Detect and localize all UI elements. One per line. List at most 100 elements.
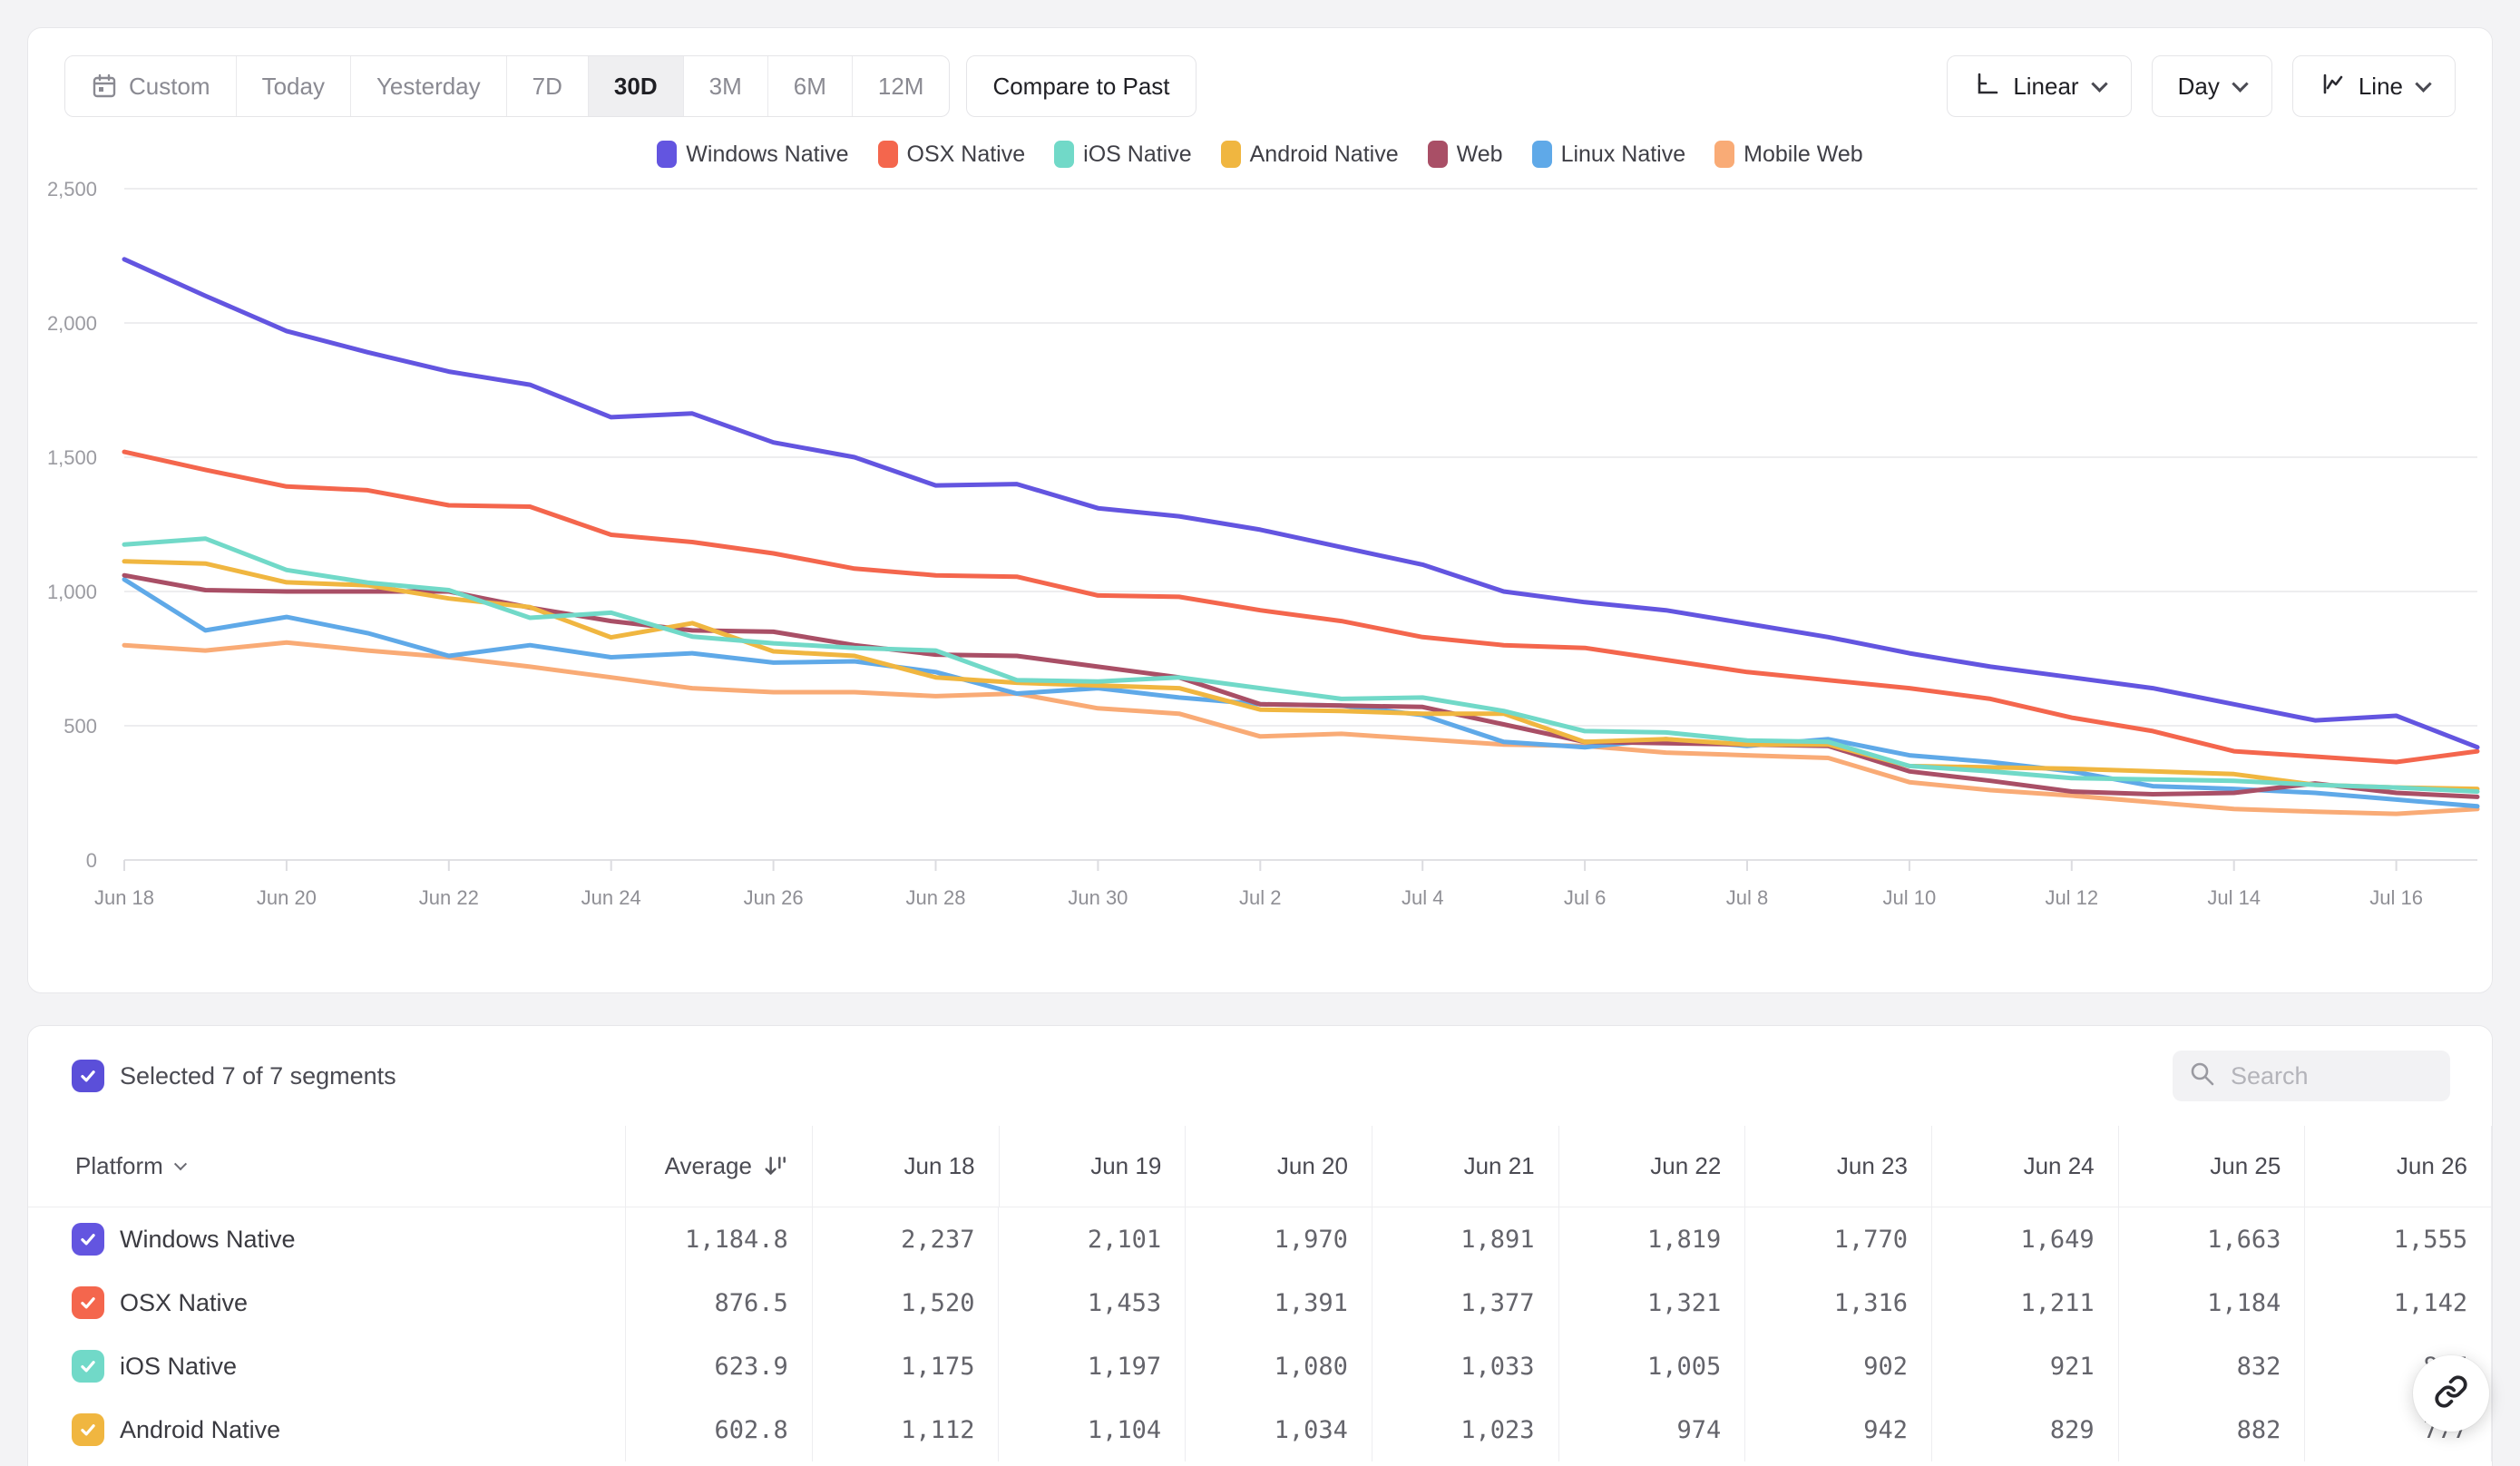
- legend-item-android-native[interactable]: Android Native: [1220, 141, 1399, 168]
- legend-label: OSX Native: [906, 141, 1026, 167]
- line-chart-icon: [2319, 70, 2346, 103]
- column-header-jun-24[interactable]: Jun 24: [1932, 1126, 2119, 1207]
- range-button-today[interactable]: Today: [237, 56, 351, 116]
- legend-item-linux-native[interactable]: Linux Native: [1531, 141, 1686, 168]
- legend-swatch: [1054, 141, 1075, 168]
- legend-label: Windows Native: [686, 141, 849, 167]
- chart-svg: 0 500 1,000 1,500 2,000 2,500 Jun 18 Jun 20 Jun …: [47, 178, 2480, 909]
- x-axis-label: Jul 4: [1402, 886, 1443, 909]
- legend-label: Web: [1456, 141, 1503, 167]
- search-input[interactable]: [2229, 1060, 2434, 1091]
- table-topbar: Selected 7 of 7 segments: [28, 1026, 2492, 1126]
- share-link-button[interactable]: [2413, 1355, 2489, 1432]
- interval-label: Day: [2177, 72, 2220, 100]
- value-cell: 1,175: [813, 1334, 1000, 1398]
- value-cell: 1,970: [1186, 1207, 1372, 1271]
- column-header-jun-18[interactable]: Jun 18: [813, 1126, 1000, 1207]
- platform-cell: Android Native: [28, 1398, 627, 1461]
- x-axis-label: Jul 2: [1239, 886, 1281, 909]
- platform-label: OSX Native: [120, 1288, 249, 1316]
- platform-cell: iOS Native: [28, 1334, 627, 1398]
- legend-swatch: [1531, 141, 1552, 168]
- y-axis-label: 2,000: [47, 312, 97, 335]
- y-axis-label: 2,500: [47, 178, 97, 200]
- column-header-jun-23[interactable]: Jun 23: [1745, 1126, 1932, 1207]
- series-line-windows-native[interactable]: [122, 257, 2480, 750]
- column-header-jun-20[interactable]: Jun 20: [1186, 1126, 1372, 1207]
- value-cell: 942: [1745, 1398, 1932, 1461]
- chevron-down-icon: [2415, 74, 2432, 93]
- value-cell: 829: [1932, 1398, 2119, 1461]
- legend-swatch: [1220, 141, 1241, 168]
- legend-swatch: [1427, 141, 1448, 168]
- column-header-platform[interactable]: Platform: [28, 1126, 627, 1207]
- table-body: Windows Native 1,184.8 2,237 2,101 1,970 1,89…: [28, 1207, 2492, 1461]
- x-axis-label: Jul 6: [1564, 886, 1606, 909]
- column-header-label: Jun 25: [2210, 1152, 2281, 1179]
- range-button-6m[interactable]: 6M: [768, 56, 853, 116]
- platform-label: iOS Native: [120, 1352, 238, 1380]
- average-cell: 876.5: [626, 1271, 813, 1334]
- range-button-3m[interactable]: 3M: [684, 56, 768, 116]
- column-header-jun-22[interactable]: Jun 22: [1559, 1126, 1746, 1207]
- x-axis-label: Jun 30: [1068, 886, 1128, 909]
- legend-item-web[interactable]: Web: [1427, 141, 1503, 168]
- series-line-ios-native[interactable]: [122, 536, 2480, 794]
- column-header-jun-26[interactable]: Jun 26: [2305, 1126, 2492, 1207]
- column-header-label: Jun 24: [2023, 1152, 2095, 1179]
- x-axis-label: Jul 8: [1726, 886, 1768, 909]
- column-header-average[interactable]: Average: [626, 1126, 813, 1207]
- range-button-yesterday[interactable]: Yesterday: [351, 56, 507, 116]
- series-line-android-native[interactable]: [122, 559, 2480, 792]
- range-button-30d[interactable]: 30D: [588, 56, 684, 116]
- search-box: [2173, 1051, 2450, 1101]
- column-header-label: Average: [664, 1152, 752, 1179]
- scale-dropdown[interactable]: Linear: [1947, 55, 2132, 117]
- table-row-windows-native: Windows Native 1,184.8 2,237 2,101 1,970 1,89…: [28, 1207, 2492, 1271]
- check-icon: [81, 1361, 95, 1373]
- range-button-7d[interactable]: 7D: [507, 56, 589, 116]
- table-row-android-native: Android Native 602.8 1,112 1,104 1,034 1,023 9…: [28, 1398, 2492, 1461]
- range-label: Yesterday: [376, 72, 481, 100]
- select-all-checkbox[interactable]: [72, 1060, 104, 1092]
- row-checkbox-android-native[interactable]: [72, 1413, 104, 1446]
- value-cell: 1,184: [2119, 1271, 2306, 1334]
- chart-type-dropdown[interactable]: Line: [2291, 55, 2456, 117]
- range-button-custom[interactable]: Custom: [65, 56, 237, 116]
- selected-summary: Selected 7 of 7 segments: [120, 1061, 396, 1090]
- value-cell: 1,316: [1745, 1271, 1932, 1334]
- legend-label: Linux Native: [1560, 141, 1686, 167]
- interval-dropdown[interactable]: Day: [2151, 55, 2272, 117]
- column-header-jun-25[interactable]: Jun 25: [2119, 1126, 2306, 1207]
- legend-swatch: [877, 141, 898, 168]
- legend-swatch: [1714, 141, 1735, 168]
- legend-swatch: [657, 141, 678, 168]
- series-line-mobile-web[interactable]: [122, 640, 2480, 816]
- y-axis-label: 0: [86, 849, 97, 872]
- legend-item-windows-native[interactable]: Windows Native: [657, 141, 849, 168]
- column-header-label: Jun 23: [1836, 1152, 1908, 1179]
- linear-axis-icon: [1973, 70, 2000, 103]
- scale-label: Linear: [2013, 72, 2079, 100]
- value-cell: 1,649: [1932, 1207, 2119, 1271]
- value-cell: 1,377: [1372, 1271, 1559, 1334]
- legend-item-osx-native[interactable]: OSX Native: [877, 141, 1026, 168]
- value-cell: 902: [1745, 1334, 1932, 1398]
- range-label: Custom: [129, 72, 210, 100]
- x-axis-label: Jul 12: [2045, 886, 2098, 909]
- chevron-down-icon: [2232, 74, 2249, 93]
- range-button-12m[interactable]: 12M: [853, 56, 950, 116]
- series-line-osx-native[interactable]: [122, 449, 2480, 765]
- legend-item-mobile-web[interactable]: Mobile Web: [1714, 141, 1863, 168]
- x-axis-label: Jul 10: [1883, 886, 1937, 909]
- row-checkbox-osx-native[interactable]: [72, 1286, 104, 1319]
- column-header-jun-21[interactable]: Jun 21: [1372, 1126, 1559, 1207]
- column-header-jun-19[interactable]: Jun 19: [1000, 1126, 1187, 1207]
- compare-to-past-button[interactable]: Compare to Past: [966, 55, 1197, 117]
- row-checkbox-windows-native[interactable]: [72, 1223, 104, 1256]
- column-header-label: Jun 18: [903, 1152, 975, 1179]
- x-axis-label: Jul 16: [2369, 886, 2423, 909]
- platform-cell: Windows Native: [28, 1207, 627, 1271]
- row-checkbox-ios-native[interactable]: [72, 1350, 104, 1383]
- legend-item-ios-native[interactable]: iOS Native: [1054, 141, 1192, 168]
